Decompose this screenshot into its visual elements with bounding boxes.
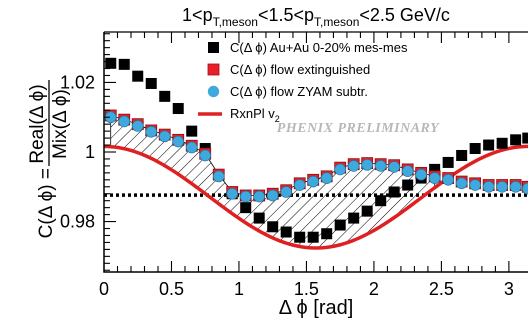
point-zyam <box>401 165 414 177</box>
point-raw <box>307 231 319 243</box>
point-zyam <box>239 190 252 203</box>
x-tick-label: 1.5 <box>294 279 319 299</box>
point-zyam <box>388 161 400 173</box>
point-zyam <box>482 180 495 193</box>
y-axis-label-denominator: Mix(Δ ϕ) <box>50 89 71 159</box>
legend-label-flow-extinguished: C(Δ ϕ) flow extinguished <box>230 62 370 77</box>
point-zyam <box>334 163 346 176</box>
point-raw <box>280 226 292 238</box>
legend-item-rxnpl: RxnPl v2 <box>198 106 280 124</box>
point-zyam <box>212 170 225 183</box>
point-raw <box>348 212 360 224</box>
point-zyam <box>347 160 360 172</box>
y-axis-label-prefix: C(Δ ϕ) = <box>36 168 57 238</box>
point-raw <box>240 202 252 214</box>
point-raw <box>388 186 400 198</box>
legend-marker-black-square <box>208 42 219 53</box>
y-tick-label: 1.02 <box>60 72 95 92</box>
x-tick-label: 2.5 <box>429 279 454 299</box>
point-zyam <box>158 130 171 143</box>
point-zyam <box>428 172 441 184</box>
point-zyam <box>118 115 131 128</box>
x-tick-label: 2 <box>369 279 379 299</box>
point-zyam <box>131 120 144 132</box>
point-zyam <box>307 175 319 188</box>
point-zyam <box>293 179 306 191</box>
point-raw <box>402 179 414 191</box>
point-zyam <box>361 159 373 171</box>
point-raw <box>522 132 528 144</box>
point-zyam <box>415 168 427 181</box>
point-raw <box>429 163 441 175</box>
point-raw <box>375 195 387 207</box>
point-raw <box>496 137 508 149</box>
point-raw <box>186 125 198 137</box>
plot-area <box>104 57 528 250</box>
point-raw <box>442 156 454 168</box>
point-zyam <box>509 180 522 193</box>
legend-item-flow-extinguished: C(Δ ϕ) flow extinguished <box>207 62 370 77</box>
x-tick-label: 0.5 <box>159 279 184 299</box>
point-zyam <box>320 172 333 184</box>
y-axis-label: C(Δ ϕ) = Real(Δ ϕ) Mix(Δ ϕ) <box>27 80 71 238</box>
point-raw <box>267 221 279 233</box>
x-axis-label: Δ ϕ [rad] <box>279 297 354 319</box>
point-zyam <box>455 177 468 190</box>
legend-label-raw: C(Δ ϕ) Au+Au 0-20% mes-mes <box>230 40 408 55</box>
legend-label-zyam: C(Δ ϕ) flow ZYAM subtr. <box>230 84 368 99</box>
point-raw <box>469 143 481 155</box>
point-zyam <box>442 174 454 186</box>
point-raw <box>132 70 144 82</box>
rxnpl-v2-line <box>104 144 528 250</box>
axis-ticks <box>103 32 510 272</box>
point-raw <box>172 103 184 115</box>
legend-marker-blue-circle <box>207 85 220 98</box>
y-axis-label-numerator: Real(Δ ϕ) <box>27 84 48 163</box>
point-raw <box>118 58 130 70</box>
legend: C(Δ ϕ) Au+Au 0-20% mes-mes C(Δ ϕ) flow e… <box>198 40 408 124</box>
point-raw <box>145 77 157 89</box>
legend-label-rxnpl: RxnPl v2 <box>230 106 280 124</box>
point-raw <box>456 149 468 161</box>
point-raw <box>334 219 346 231</box>
point-zyam <box>253 190 266 203</box>
y-tick-label: 1 <box>85 142 95 162</box>
point-raw <box>510 134 522 146</box>
point-zyam <box>266 189 279 202</box>
legend-item-zyam: C(Δ ϕ) flow ZYAM subtr. <box>207 84 368 99</box>
point-raw <box>159 90 171 102</box>
point-zyam <box>280 186 293 198</box>
point-zyam <box>374 160 387 172</box>
point-raw <box>294 231 306 243</box>
y-tick-label: 0.98 <box>60 212 95 232</box>
point-zyam <box>172 135 185 148</box>
point-raw <box>253 212 265 224</box>
legend-marker-red-square <box>207 63 220 76</box>
point-raw <box>105 57 117 69</box>
x-tick-label: 0 <box>99 279 109 299</box>
x-tick-labels: 0 0.5 1 1.5 2 2.5 3 <box>99 279 514 299</box>
x-tick-label: 3 <box>504 279 514 299</box>
point-raw <box>483 139 495 151</box>
point-raw <box>361 205 373 217</box>
legend-item-raw: C(Δ ϕ) Au+Au 0-20% mes-mes <box>208 40 408 55</box>
point-zyam <box>496 180 508 193</box>
chart-title: 1<pT,meson<1.5<pT,meson<2.5 GeV/c <box>182 5 450 29</box>
y-tick-labels: 0.98 1 1.02 <box>60 72 95 231</box>
series-flow-zyam <box>104 111 528 203</box>
x-tick-label: 1 <box>234 279 244 299</box>
point-zyam <box>145 126 158 138</box>
point-zyam <box>226 187 239 200</box>
point-zyam <box>469 179 481 191</box>
point-raw <box>321 228 333 240</box>
point-zyam <box>185 141 198 154</box>
watermark-text: PHENIX PRELIMINARY <box>277 121 440 136</box>
point-zyam <box>199 149 212 162</box>
